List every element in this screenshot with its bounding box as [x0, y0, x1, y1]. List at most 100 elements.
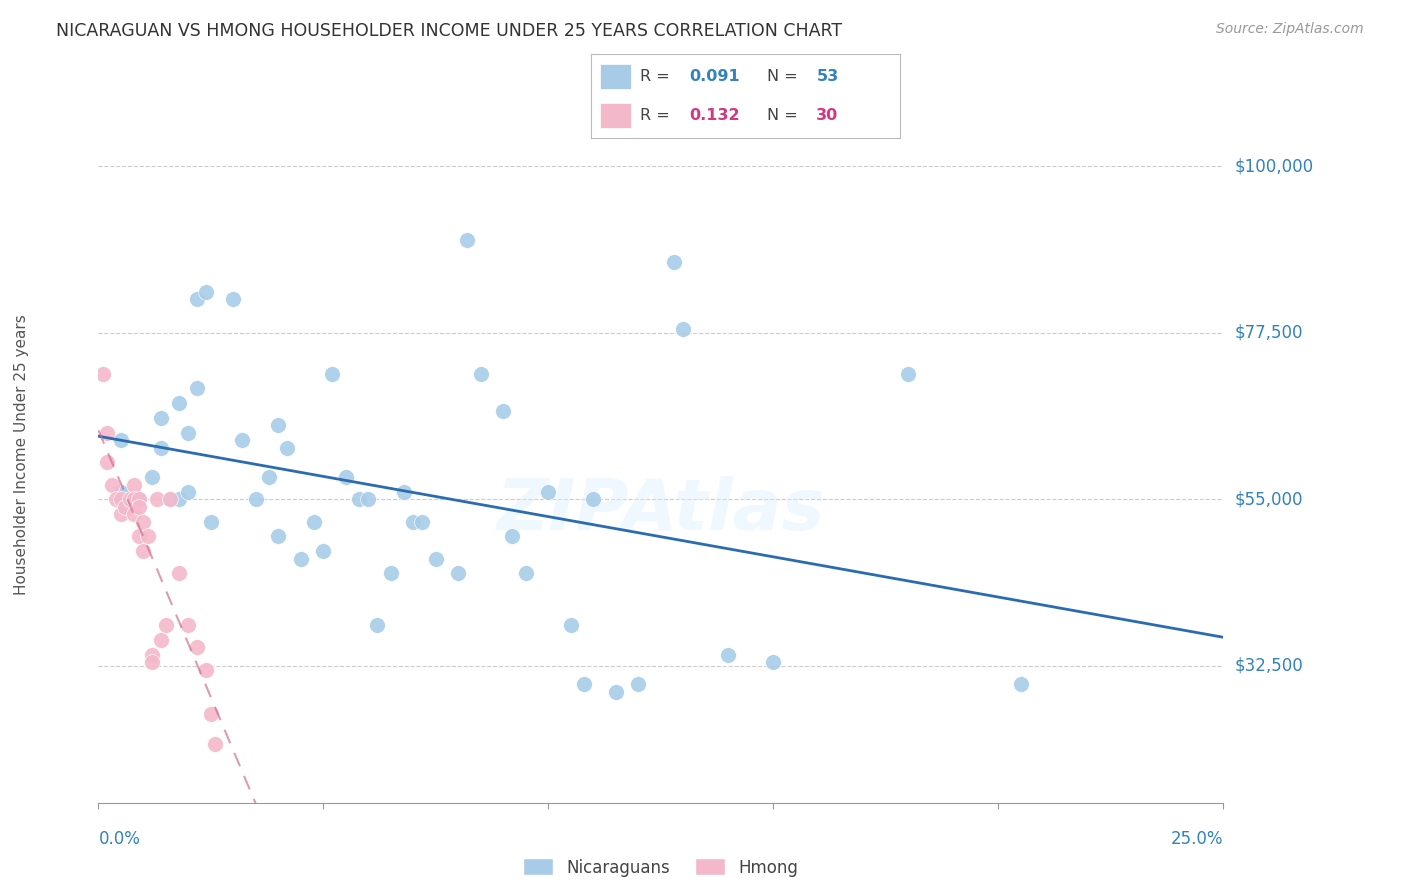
Point: [136, 529, 159, 543]
Point: [169, 492, 191, 507]
Point: [110, 484, 132, 499]
Text: N =: N =: [766, 108, 803, 123]
Point: [177, 425, 200, 440]
Point: [200, 515, 222, 529]
Point: [132, 544, 155, 558]
Point: [159, 492, 181, 507]
Point: [186, 640, 208, 655]
Point: [132, 515, 155, 529]
Point: [124, 492, 146, 507]
Point: [304, 515, 326, 529]
Point: [366, 618, 388, 632]
Point: [150, 632, 173, 647]
Point: [312, 544, 335, 558]
Point: [1010, 677, 1032, 691]
Text: R =: R =: [640, 108, 675, 123]
Point: [492, 403, 515, 417]
Point: [335, 470, 357, 484]
Point: [150, 411, 173, 425]
Point: [605, 685, 627, 699]
Point: [128, 529, 150, 543]
Text: 53: 53: [817, 69, 838, 84]
Point: [259, 470, 281, 484]
Point: [664, 255, 686, 269]
Point: [267, 418, 290, 433]
Legend: Nicaraguans, Hmong: Nicaraguans, Hmong: [515, 850, 807, 885]
Point: [717, 648, 740, 662]
Point: [169, 566, 191, 581]
Point: [380, 566, 402, 581]
Text: 30: 30: [817, 108, 838, 123]
Point: [447, 566, 470, 581]
Point: [349, 492, 371, 507]
Text: $32,500: $32,500: [1234, 657, 1303, 675]
Point: [110, 492, 132, 507]
Point: [627, 677, 650, 691]
Point: [128, 492, 150, 507]
Point: [186, 293, 208, 307]
Point: [177, 484, 200, 499]
Point: [245, 492, 267, 507]
Point: [321, 367, 343, 381]
Point: [357, 492, 380, 507]
Text: 0.0%: 0.0%: [98, 830, 141, 847]
Point: [177, 618, 200, 632]
Point: [402, 515, 425, 529]
Text: R =: R =: [640, 69, 675, 84]
Point: [96, 455, 118, 469]
Point: [222, 293, 245, 307]
Point: [231, 433, 253, 447]
Text: ZIPAtlas: ZIPAtlas: [496, 476, 825, 545]
Point: [110, 507, 132, 521]
Point: [456, 233, 478, 247]
Point: [169, 396, 191, 410]
Text: 0.091: 0.091: [689, 69, 740, 84]
Point: [897, 367, 920, 381]
Text: Householder Income Under 25 years: Householder Income Under 25 years: [14, 315, 28, 595]
Point: [290, 551, 312, 566]
Point: [91, 367, 114, 381]
Point: [124, 507, 146, 521]
Text: 0.132: 0.132: [689, 108, 740, 123]
Point: [425, 551, 447, 566]
Text: NICARAGUAN VS HMONG HOUSEHOLDER INCOME UNDER 25 YEARS CORRELATION CHART: NICARAGUAN VS HMONG HOUSEHOLDER INCOME U…: [56, 22, 842, 40]
Text: 25.0%: 25.0%: [1171, 830, 1223, 847]
Point: [159, 492, 181, 507]
Point: [141, 648, 163, 662]
Point: [515, 566, 537, 581]
Text: $55,000: $55,000: [1234, 491, 1303, 508]
Point: [118, 492, 141, 507]
Point: [276, 441, 298, 455]
Text: $77,500: $77,500: [1234, 324, 1303, 342]
Point: [672, 322, 695, 336]
Point: [560, 618, 582, 632]
Point: [155, 618, 177, 632]
Bar: [600, 103, 631, 128]
Point: [186, 381, 208, 395]
Point: [141, 655, 163, 669]
Point: [101, 477, 124, 491]
Point: [195, 663, 218, 677]
Point: [762, 655, 785, 669]
Point: [200, 706, 222, 721]
Point: [204, 737, 226, 751]
Point: [141, 470, 163, 484]
Bar: [600, 63, 631, 89]
Point: [195, 285, 218, 299]
Point: [146, 492, 169, 507]
Point: [128, 500, 150, 514]
Text: $100,000: $100,000: [1234, 157, 1313, 175]
Point: [150, 441, 173, 455]
Point: [537, 484, 560, 499]
Point: [96, 425, 118, 440]
Point: [411, 515, 433, 529]
Point: [470, 367, 492, 381]
Text: N =: N =: [766, 69, 803, 84]
Text: Source: ZipAtlas.com: Source: ZipAtlas.com: [1216, 22, 1364, 37]
Point: [124, 477, 146, 491]
Point: [574, 677, 596, 691]
Point: [267, 529, 290, 543]
Point: [105, 492, 128, 507]
Point: [501, 529, 523, 543]
Point: [110, 433, 132, 447]
